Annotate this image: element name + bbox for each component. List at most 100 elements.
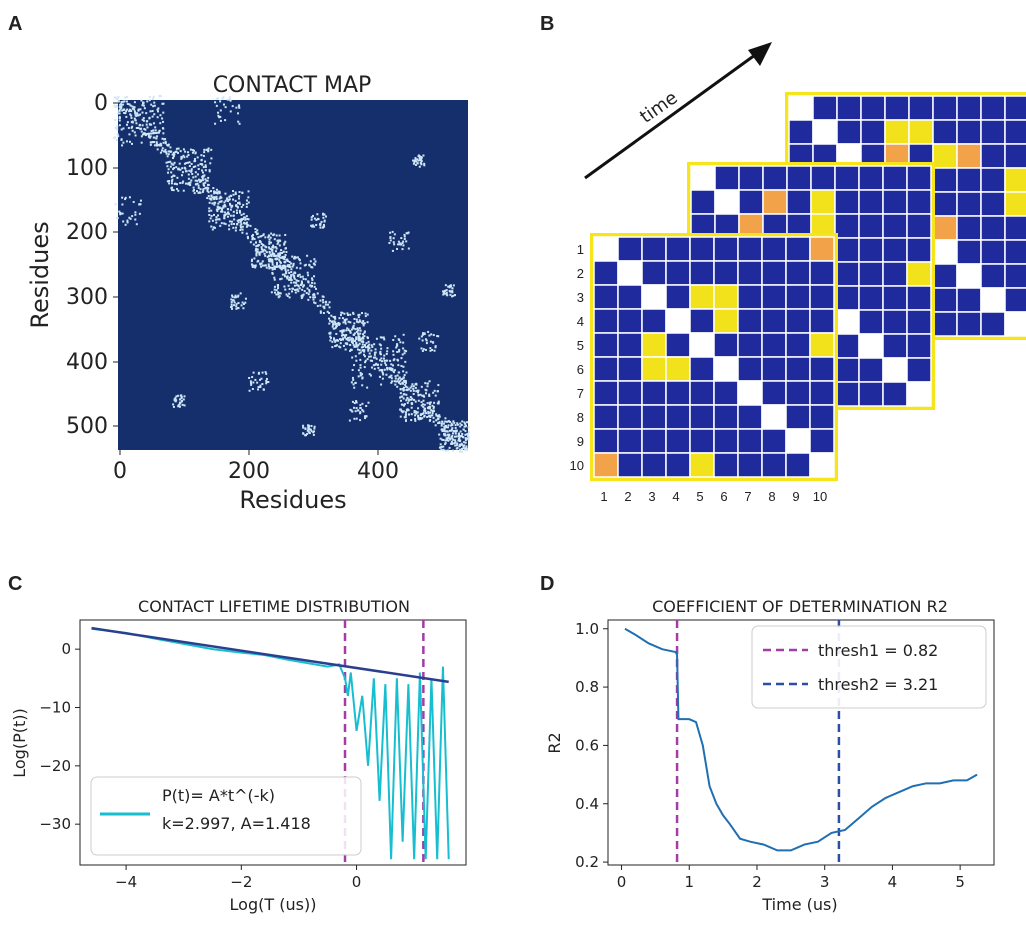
contact-point xyxy=(289,265,292,268)
contact-point xyxy=(224,214,227,217)
contact-point xyxy=(332,323,335,326)
contact-point xyxy=(447,426,450,429)
contact-point xyxy=(145,123,148,126)
contact-point xyxy=(322,216,325,219)
contact-point xyxy=(230,298,233,301)
matrix-cell xyxy=(738,189,764,215)
contact-point xyxy=(353,417,356,420)
matrix-cell xyxy=(860,95,886,121)
row-index-label: 10 xyxy=(570,458,584,473)
contact-point xyxy=(369,374,372,377)
legend-params: k=2.997, A=1.418 xyxy=(162,814,311,833)
contact-point xyxy=(183,395,186,398)
contact-point xyxy=(403,416,406,419)
contact-point xyxy=(170,171,173,174)
contact-point xyxy=(409,386,412,389)
contact-point xyxy=(357,369,360,372)
contact-point xyxy=(301,295,304,298)
contact-point xyxy=(285,270,288,273)
contact-point xyxy=(348,339,351,342)
contact-point xyxy=(228,220,231,223)
matrix-cell xyxy=(737,356,763,382)
contact-point xyxy=(349,344,352,347)
matrix-cell xyxy=(809,284,835,310)
contact-point xyxy=(143,107,146,110)
contact-map-y-ticks: 0 100 200 300 400 500 xyxy=(66,91,118,439)
contact-point xyxy=(235,296,238,299)
contact-point xyxy=(403,349,406,352)
contact-point xyxy=(355,417,358,420)
contact-point xyxy=(424,338,427,341)
contact-point xyxy=(301,275,304,278)
contact-point xyxy=(232,193,235,196)
contact-point xyxy=(288,296,291,299)
contact-point xyxy=(445,291,448,294)
contact-point xyxy=(257,388,260,391)
contact-point xyxy=(257,371,260,374)
contact-point xyxy=(396,247,399,250)
contact-point xyxy=(447,420,450,423)
matrix-cell xyxy=(956,167,982,193)
matrix-cell xyxy=(1004,191,1026,217)
contact-point xyxy=(312,433,315,436)
contact-point xyxy=(215,197,218,200)
contact-point xyxy=(133,117,136,120)
contact-point xyxy=(388,368,391,371)
matrix-cell xyxy=(714,165,740,191)
contact-point xyxy=(150,103,153,106)
col-index-label: 3 xyxy=(648,489,655,504)
contact-point xyxy=(357,314,360,317)
contact-point xyxy=(420,335,423,338)
contact-point xyxy=(124,198,127,201)
contact-point xyxy=(410,419,413,422)
panel-a: A CONTACT MAP 0 100 200 300 400 500 0 20… xyxy=(8,13,470,514)
contact-point xyxy=(147,132,150,135)
contact-point xyxy=(458,448,461,451)
contact-point xyxy=(351,356,354,359)
contact-point xyxy=(385,352,388,355)
contact-point xyxy=(210,194,213,197)
contact-point xyxy=(467,438,470,441)
contact-point xyxy=(239,220,242,223)
contact-point xyxy=(175,187,178,190)
contact-point xyxy=(402,370,405,373)
contact-point xyxy=(288,265,291,268)
matrix-cell xyxy=(956,287,982,313)
x-tick-label: 5 xyxy=(955,873,965,891)
contact-point xyxy=(296,275,299,278)
contact-point xyxy=(439,443,442,446)
contact-point xyxy=(215,195,218,198)
contact-point xyxy=(113,96,116,99)
contact-point xyxy=(313,293,316,296)
matrix-cell xyxy=(956,239,982,265)
contact-point xyxy=(172,174,175,177)
contact-point xyxy=(443,434,446,437)
contact-point xyxy=(414,163,417,166)
contact-point xyxy=(309,428,312,431)
matrix-cell xyxy=(713,356,739,382)
contact-point xyxy=(444,417,447,420)
contact-point xyxy=(135,223,138,226)
matrix-cell xyxy=(834,165,860,191)
matrix-cell xyxy=(665,380,691,406)
contact-point xyxy=(459,422,462,425)
matrix-cell xyxy=(884,119,910,145)
contact-point xyxy=(230,223,233,226)
contact-point xyxy=(399,408,402,411)
contact-point xyxy=(460,442,463,445)
contact-point xyxy=(250,383,253,386)
contact-point xyxy=(313,427,316,430)
matrix-cell xyxy=(689,236,715,262)
contact-point xyxy=(335,332,338,335)
matrix-cell xyxy=(956,215,982,241)
contact-point xyxy=(436,335,439,338)
contact-point xyxy=(207,195,210,198)
contact-point xyxy=(448,429,451,432)
contact-point xyxy=(432,341,435,344)
contact-point xyxy=(399,415,402,418)
matrix-cell xyxy=(713,332,739,358)
contact-point xyxy=(286,277,289,280)
matrix-cell xyxy=(785,452,811,478)
matrix-cell xyxy=(980,287,1006,313)
contact-point xyxy=(158,130,161,133)
